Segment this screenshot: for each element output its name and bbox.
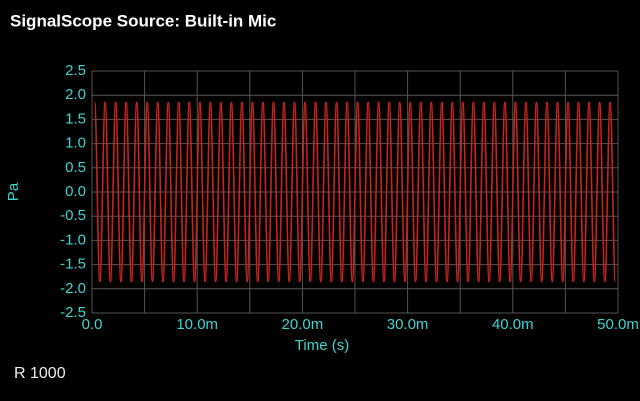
y-tick-label: -2.5 (60, 304, 86, 321)
x-tick-label: 40.0m (492, 316, 534, 333)
x-tick-label: 10.0m (176, 316, 218, 333)
signal-line (93, 101, 617, 283)
x-tick-label: 50.0m (597, 316, 639, 333)
x-tick-label: 0.0 (82, 316, 103, 333)
x-tick-label: 30.0m (387, 316, 429, 333)
annotation: R 1000 (14, 365, 66, 382)
y-tick-label: 0.0 (65, 183, 86, 200)
y-axis-label: Pa (5, 182, 22, 201)
y-tick-label: 0.5 (65, 159, 86, 176)
chart-title: SignalScope Source: Built-in Mic (10, 11, 276, 30)
y-tick-label: 1.0 (65, 135, 86, 152)
y-tick-label: -1.5 (60, 256, 86, 273)
y-tick-label: -0.5 (60, 207, 86, 224)
y-tick-label: -2.0 (60, 280, 86, 297)
y-tick-label: -1.0 (60, 231, 86, 248)
x-tick-label: 20.0m (282, 316, 324, 333)
x-axis-label: Time (s) (295, 337, 349, 354)
y-tick-label: 2.0 (65, 86, 86, 103)
y-tick-label: 2.5 (65, 62, 86, 79)
y-tick-label: 1.5 (65, 110, 86, 127)
